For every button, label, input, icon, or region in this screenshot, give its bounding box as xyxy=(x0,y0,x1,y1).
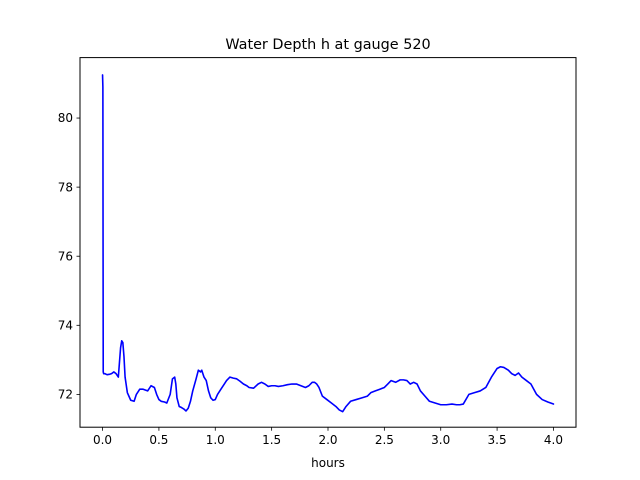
plot-area xyxy=(79,57,577,428)
y-tick-label: 78 xyxy=(58,180,73,194)
chart-title: Water Depth h at gauge 520 xyxy=(225,37,430,53)
x-tick-label: 4.0 xyxy=(544,433,563,447)
x-tick-label: 0.5 xyxy=(149,433,168,447)
y-tick-label: 80 xyxy=(58,111,73,125)
x-tick-label: 2.0 xyxy=(318,433,337,447)
y-tick-label: 74 xyxy=(58,319,73,333)
x-tick-label: 0.0 xyxy=(93,433,112,447)
x-tick-label: 1.5 xyxy=(262,433,281,447)
series-layer xyxy=(101,74,555,413)
x-axis: 0.0 0.5 1.0 1.5 2.0 2.5 3.0 3.5 4.0 xyxy=(93,427,563,447)
water-depth-line xyxy=(101,74,555,413)
plot-frame xyxy=(79,57,577,428)
x-tick-label: 3.0 xyxy=(431,433,450,447)
x-axis-label: hours xyxy=(311,456,345,470)
x-tick-label: 2.5 xyxy=(375,433,394,447)
y-axis: 72 74 76 78 80 xyxy=(58,111,80,402)
x-tick-label: 1.0 xyxy=(206,433,225,447)
y-tick-label: 72 xyxy=(58,388,73,402)
x-tick-label: 3.5 xyxy=(488,433,507,447)
y-tick-label: 76 xyxy=(58,249,73,263)
